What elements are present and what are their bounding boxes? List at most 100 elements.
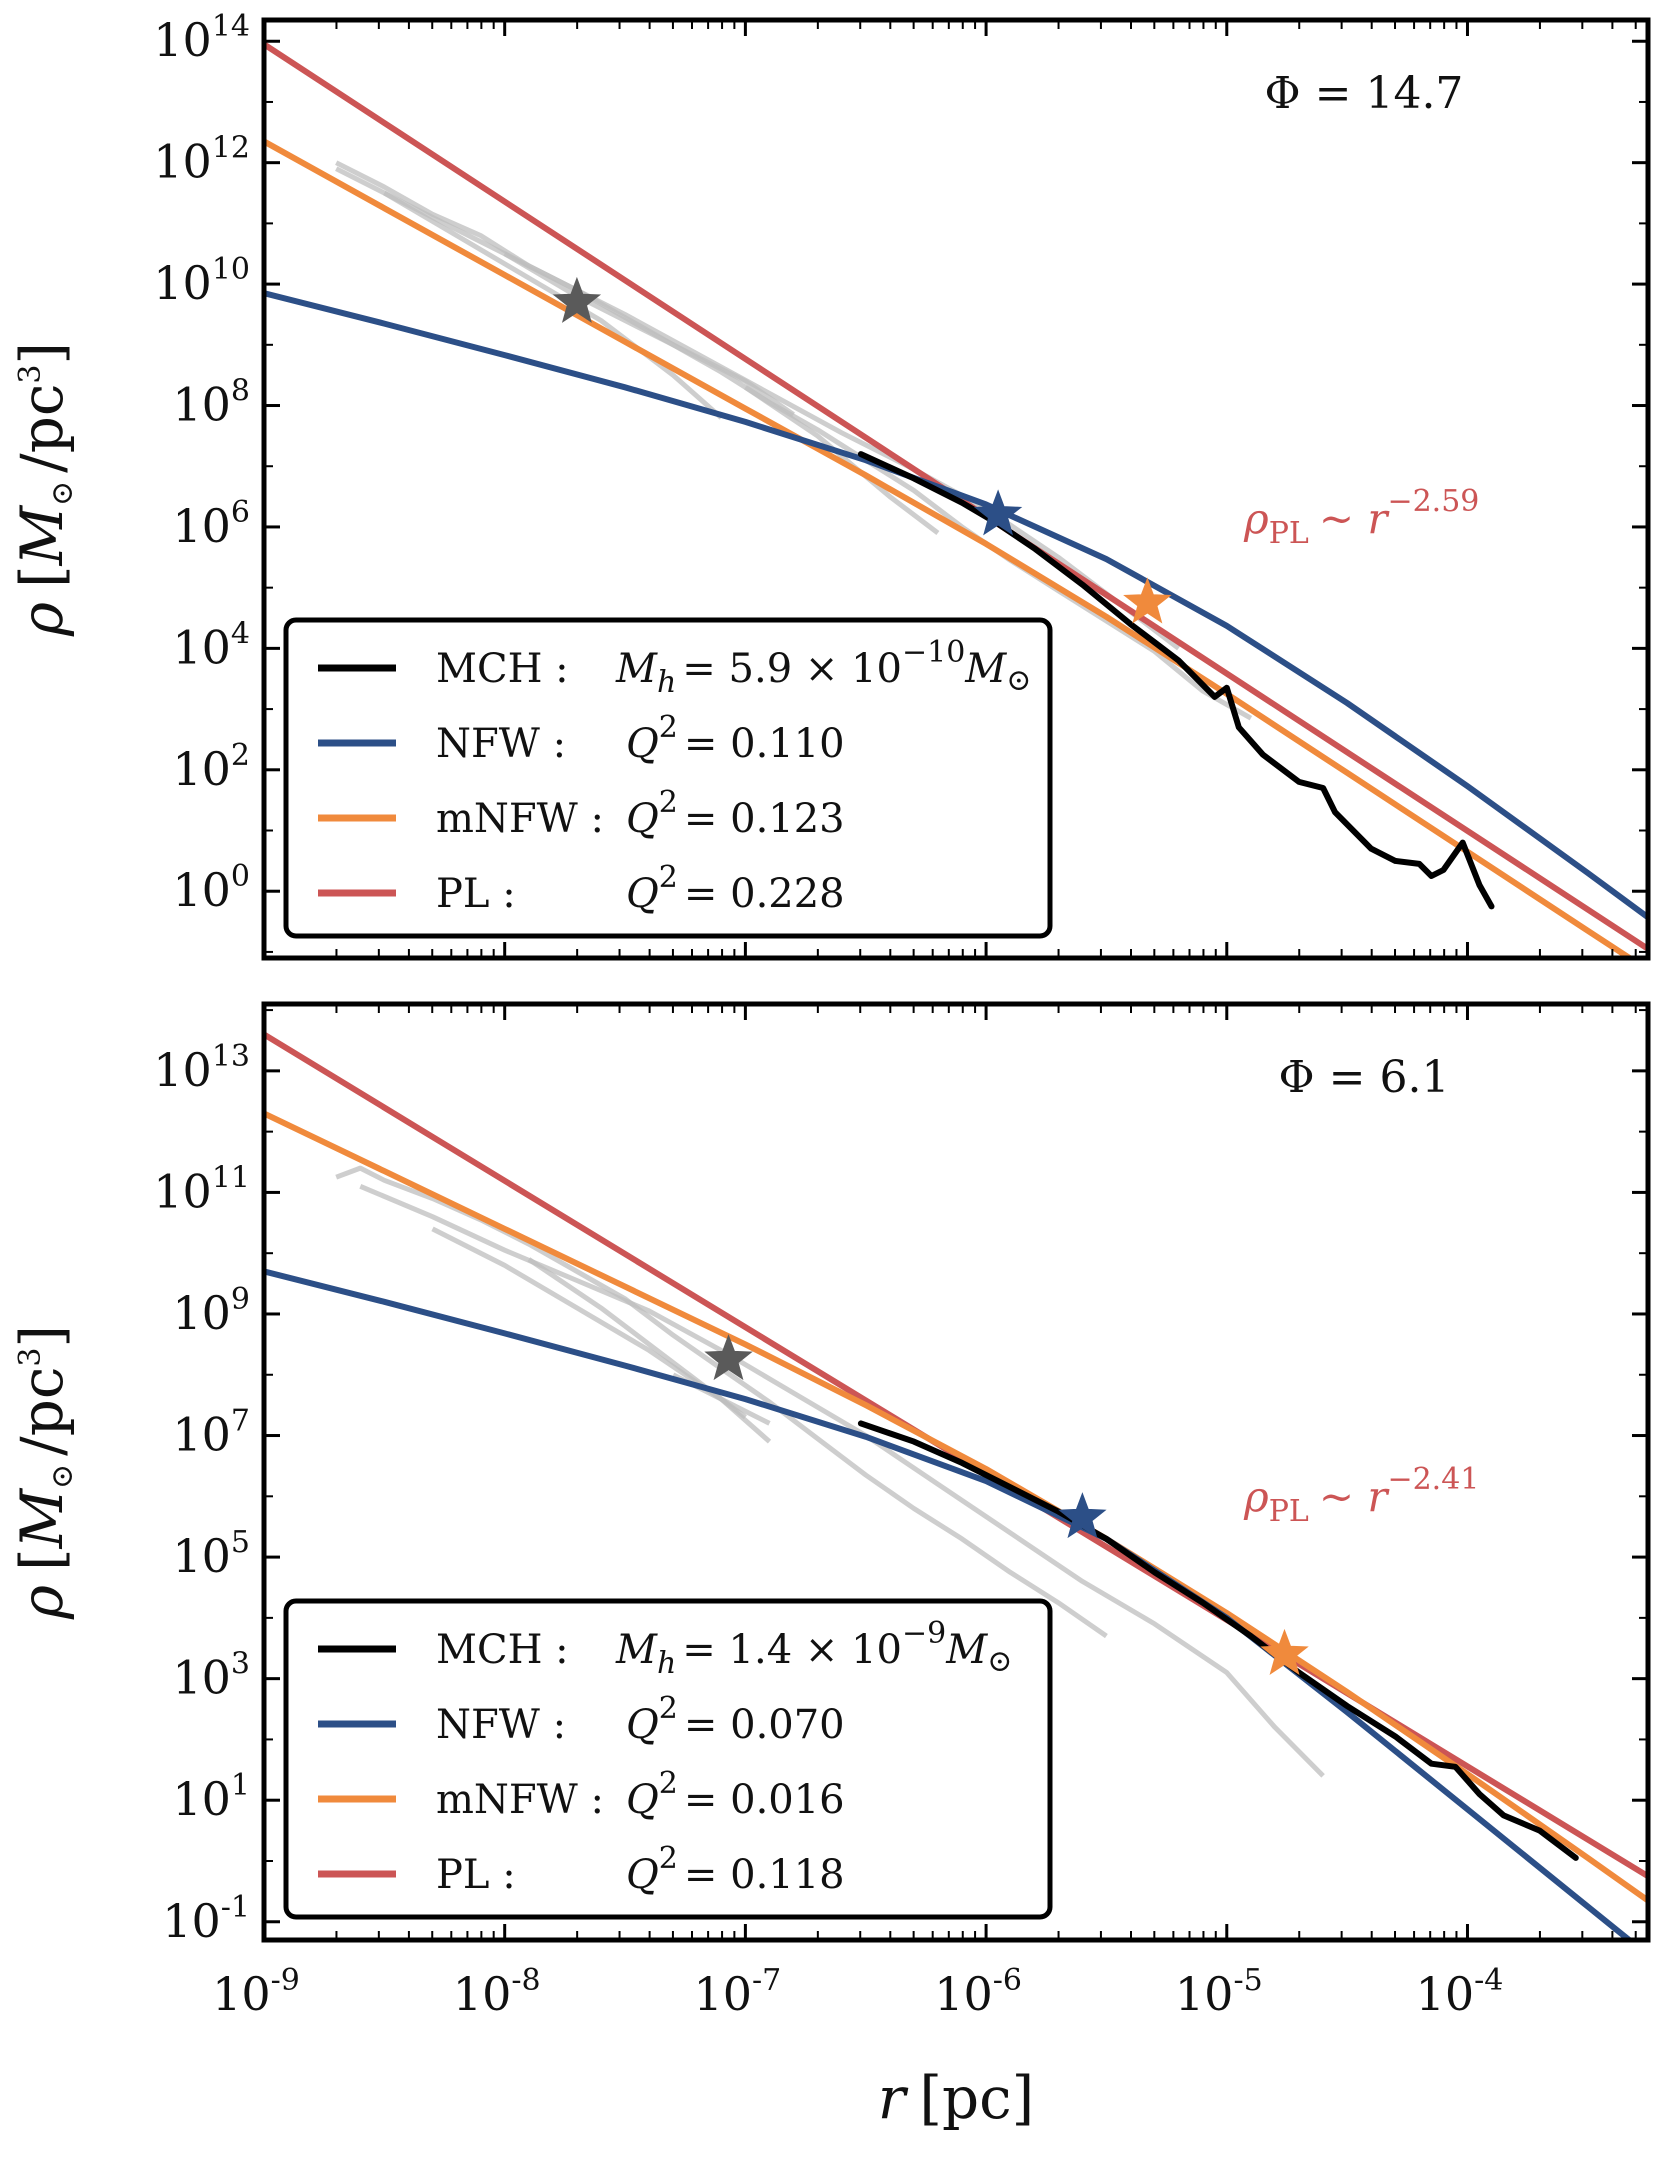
y-tick-base: 10 bbox=[153, 1164, 212, 1218]
nfw-legend-name: NFW : bbox=[436, 1702, 566, 1748]
legend-eq: = 0.118 bbox=[684, 1852, 845, 1898]
pl-rho: ρ bbox=[1243, 494, 1269, 543]
xlabel-var: r bbox=[878, 2064, 909, 2132]
y-tick-label: 1011 bbox=[153, 1160, 250, 1218]
legend-frame bbox=[283, 1598, 1053, 1920]
mch-legend-name: MCH : bbox=[436, 646, 569, 692]
ylabel-rho: ρ bbox=[8, 1585, 76, 1620]
y-tick-label: 107 bbox=[172, 1404, 250, 1462]
x-tick-base: 10 bbox=[934, 1967, 993, 2021]
sim-track-line bbox=[383, 190, 723, 420]
mnfw-legend-value: Q2 = 0.016 bbox=[626, 1766, 845, 1823]
ylabel-per-pc: /pc bbox=[8, 1367, 76, 1456]
y-tick-exponent: 11 bbox=[212, 1160, 250, 1195]
pl-legend-name: PL : bbox=[436, 1852, 516, 1898]
y-tick-exponent: 0 bbox=[231, 859, 250, 894]
y-tick-exponent: 8 bbox=[231, 374, 250, 409]
legend-lhs: Q bbox=[626, 1852, 659, 1898]
ylabel-cube: 3 bbox=[13, 365, 48, 384]
y-tick-exponent: 7 bbox=[231, 1404, 250, 1439]
x-tick-label: 10-6 bbox=[934, 1963, 1022, 2021]
mch-legend-name: MCH : bbox=[436, 1627, 569, 1673]
pl-legend-name: PL : bbox=[436, 871, 516, 917]
x-tick-base: 10 bbox=[453, 1967, 512, 2021]
sim-track-line bbox=[431, 1226, 772, 1444]
y-tick-base: 10 bbox=[153, 1043, 212, 1097]
legend-eq: = 0.228 bbox=[684, 871, 845, 917]
y-tick-base: 10 bbox=[172, 1408, 231, 1462]
legend: MCH : Mh = 1.4 × 10−9M⊙NFW : Q2 = 0.070mNFW … bbox=[283, 1598, 1053, 1920]
pl-legend-value: Q2 = 0.228 bbox=[626, 860, 845, 917]
y-tick-exponent: 4 bbox=[231, 616, 250, 651]
y-tick-base: 10 bbox=[172, 378, 231, 432]
x-tick-base: 10 bbox=[694, 1967, 753, 2021]
y-tick-label: 102 bbox=[172, 738, 250, 796]
y-tick-exponent: 6 bbox=[231, 495, 250, 530]
x-tick-exponent: -6 bbox=[993, 1963, 1022, 1998]
x-axis-title: r [pc] bbox=[878, 2064, 1035, 2132]
y-tick-base: 10 bbox=[172, 1529, 231, 1583]
legend-exponent: 2 bbox=[659, 710, 678, 745]
y-tick-label: 1012 bbox=[153, 131, 250, 189]
legend-eq: = 0.123 bbox=[684, 796, 845, 842]
pl-rho: ρ bbox=[1243, 1472, 1269, 1521]
y-tick-base: 10 bbox=[172, 499, 231, 553]
x-tick-exponent: -4 bbox=[1474, 1963, 1503, 1998]
nfw-series-line bbox=[264, 290, 1648, 921]
y-tick-label: 100 bbox=[172, 859, 250, 917]
y-tick-base: 10 bbox=[153, 256, 212, 310]
mnfw-star-marker bbox=[1123, 577, 1172, 624]
mch-series-line bbox=[857, 451, 1495, 910]
legend-frame bbox=[283, 617, 1053, 939]
legend-sun: ⊙ bbox=[987, 1644, 1012, 1679]
y-tick-exponent: 5 bbox=[231, 1525, 250, 1560]
y-tick-exponent: 14 bbox=[212, 9, 250, 44]
y-tick-base: 10 bbox=[172, 1772, 231, 1826]
legend-exponent: 2 bbox=[659, 1691, 678, 1726]
phi-annotation: Φ = 14.7 bbox=[1265, 68, 1464, 119]
legend-lhs: M bbox=[615, 646, 658, 692]
y-tick-exponent: 12 bbox=[212, 131, 250, 166]
y-tick-exponent: 13 bbox=[212, 1039, 250, 1074]
nfw-legend-name: NFW : bbox=[436, 721, 566, 767]
x-tick-label: 10-7 bbox=[694, 1963, 782, 2021]
x-tick-labels: 10-9 10-8 10-7 10-6 10-5 10-4 bbox=[212, 1963, 1503, 2021]
y-tick-base: 10 bbox=[153, 13, 212, 67]
pl-slope-annotation: ρPL ~ r−2.41 bbox=[1243, 1462, 1479, 1529]
sim-star-marker bbox=[552, 276, 602, 323]
legend-sun: ⊙ bbox=[1006, 663, 1031, 698]
mnfw-star-marker bbox=[1260, 1628, 1309, 1675]
y-tick-base: 10 bbox=[172, 863, 231, 917]
y-tick-label: 104 bbox=[172, 616, 250, 674]
phi-annotation: Φ = 6.1 bbox=[1279, 1052, 1450, 1103]
legend-lhs: Q bbox=[626, 1777, 659, 1823]
legend-eq: = 0.070 bbox=[684, 1702, 845, 1748]
nfw-legend-value: Q2 = 0.110 bbox=[626, 710, 845, 767]
y-tick-base: 10 bbox=[172, 1651, 231, 1705]
legend-lhs: Q bbox=[626, 1702, 659, 1748]
legend-exponent: 2 bbox=[659, 1766, 678, 1801]
ylabel-cube: 3 bbox=[13, 1348, 48, 1367]
y-tick-label: 108 bbox=[172, 374, 250, 432]
nfw-legend-value: Q2 = 0.070 bbox=[626, 1691, 845, 1748]
legend-exponent: 2 bbox=[659, 1841, 678, 1876]
mnfw-series-line bbox=[264, 1110, 1648, 1904]
ylabel-sun-symbol: ⊙ bbox=[45, 481, 80, 506]
y-tick-label: 109 bbox=[172, 1282, 250, 1340]
x-tick-exponent: -7 bbox=[752, 1963, 781, 1998]
ylabel-bracket-open: [ bbox=[8, 1548, 76, 1571]
y-tick-base: 10 bbox=[172, 1286, 231, 1340]
plot-area bbox=[264, 41, 1648, 958]
pl-sim-r: ~ r bbox=[1319, 494, 1391, 543]
legend: MCH : Mh = 5.9 × 10−10M⊙NFW : Q2 = 0.110mNFW… bbox=[283, 617, 1053, 939]
legend-subscript: h bbox=[657, 665, 676, 700]
y-tick-base: 10 bbox=[162, 1894, 221, 1948]
y-tick-label: 1010 bbox=[153, 252, 250, 310]
y-tick-exponent: 2 bbox=[231, 738, 250, 773]
ylabel-sun-symbol: ⊙ bbox=[45, 1464, 80, 1489]
x-tick-label: 10-5 bbox=[1175, 1963, 1263, 2021]
y-tick-label: 103 bbox=[172, 1647, 250, 1705]
